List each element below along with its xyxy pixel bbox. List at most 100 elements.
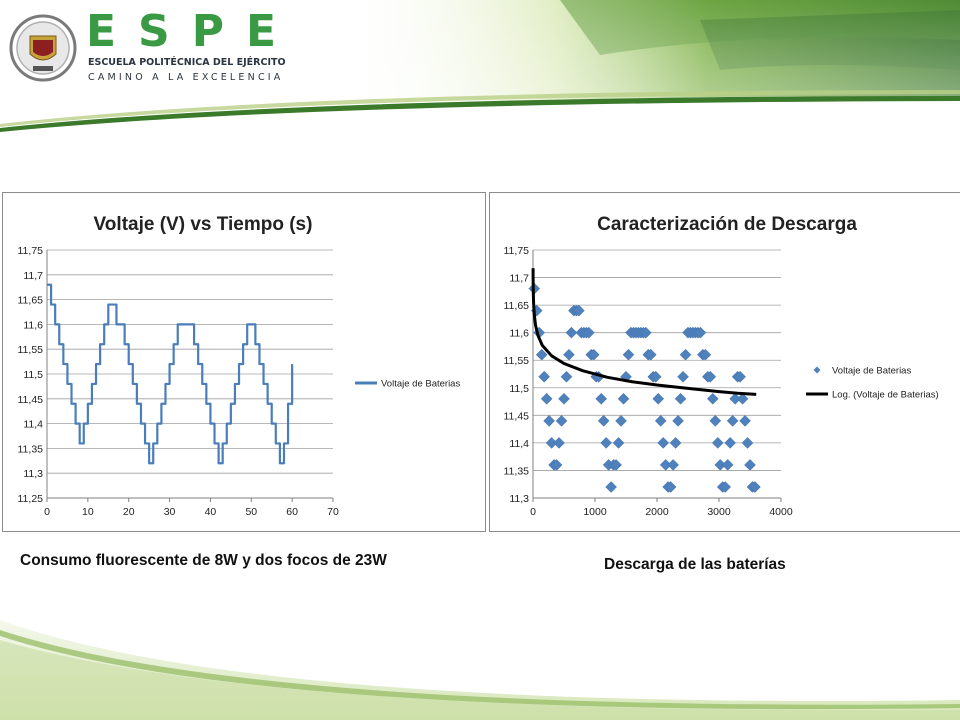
chart-1-data-point [573,304,585,317]
chart-1-data-point [600,437,613,449]
chart-0-ytick-label: 11,45 [18,394,44,406]
brand-logo-text: ESPE [86,6,299,57]
chart-1-data-point [553,437,565,449]
chart-0-xtick-label: 30 [164,506,176,518]
chart-0-xtick-label: 60 [286,506,298,518]
header-graphic [0,0,960,132]
chart-1-xtick-label: 2000 [645,506,669,518]
chart-0-xtick-label: 50 [245,506,257,518]
chart-1-data-point [587,348,600,361]
footer-swoosh [0,620,960,720]
chart-1-data-point [719,481,732,493]
school-name: ESCUELA POLITÉCNICA DEL EJÉRCITO [88,57,286,68]
chart-1-title: Caracterización de Descarga [597,214,857,235]
chart-0-xtick-label: 40 [205,506,217,518]
chart-1-data-point [669,437,682,449]
chart-1-ytick-label: 11,7 [509,273,529,285]
chart-1-legend-label: Voltaje de Baterias [832,366,911,377]
chart-1-data-point [694,326,707,339]
chart-1-data-point [620,370,632,383]
chart-1-legend-swatch [813,366,821,374]
chart-1-ytick-label: 11,45 [504,410,530,422]
chart-1-data-point [649,370,662,383]
chart-1-data-point [726,414,739,427]
chart-1-ytick-label: 11,55 [504,355,530,367]
chart-1-data-point [582,326,595,339]
chart-1-data-point [711,437,724,449]
chart-0-xtick-label: 20 [123,506,135,518]
chart-1-data-point [612,437,625,449]
chart-0-xtick-label: 0 [44,506,50,518]
chart-1-data-point [679,348,692,361]
chart-0-ytick-label: 11,55 [18,344,44,356]
chart-voltage-time-svg: Voltaje (V) vs Tiempo (s) 11,25 11,3 11,35 1… [18,214,461,518]
chart-1-ytick-label: 11,6 [509,328,529,340]
chart-0-ytick-label: 11,65 [18,295,44,307]
chart-1-data-point [704,370,717,383]
chart-1-data-point [657,437,670,449]
chart-1-data-point [749,481,761,493]
chart-1-ytick-label: 11,75 [504,245,530,257]
chart-1-data-point [739,414,751,427]
espe-seal-logo [9,14,77,82]
chart-0-ytick-label: 11,35 [18,443,44,455]
chart-0-title: Voltaje (V) vs Tiempo (s) [94,214,313,235]
chart-voltage-time: Voltaje (V) vs Tiempo (s) 11,25 11,3 11,35 1… [2,192,486,532]
chart-1-data-point [709,414,722,427]
chart-1-data-point [677,370,689,383]
chart-1-data-point [734,370,746,383]
chart-1-data-point [540,392,553,405]
chart-0-ytick-label: 11,5 [23,369,43,381]
chart-1-data-point [674,392,687,405]
chart-1-ytick-label: 11,35 [504,465,530,477]
chart-1-data-point [565,326,578,339]
chart-0-legend-label: Voltaje de Baterias [381,379,460,390]
chart-1-legend-label: Log. (Voltaje de Baterias) [832,390,939,401]
chart-1-data-point [538,370,551,383]
footer-decoration [0,600,960,720]
chart-1-data-point [550,459,563,471]
chart-1-data-point [605,481,617,493]
chart-0-ytick-label: 11,3 [23,468,43,480]
chart-1-xtick-label: 0 [530,506,536,518]
chart-1-data-point [558,392,570,405]
chart-1-data-point [654,414,667,427]
chart-0-xtick-label: 10 [82,506,94,518]
chart-1-data-point [664,481,677,493]
chart-1-ytick-label: 11,4 [509,438,529,450]
chart-1-xtick-label: 1000 [583,506,607,518]
chart-1-data-point [652,392,665,405]
header-banner: ESPE ESCUELA POLITÉCNICA DEL EJÉRCITO CA… [0,0,960,135]
chart-discharge-svg: Caracterización de Descarga 11,3 11,35 11,4… [504,214,939,518]
chart-1-data-point [724,437,737,449]
chart-1-xtick-label: 4000 [769,506,793,518]
chart-1-data-point [560,370,573,383]
chart-0-ytick-label: 11,6 [23,319,43,331]
chart-1-data-point [615,414,627,427]
chart-1-data-point [741,437,754,449]
chart-1-data-point [699,348,712,361]
chart-1-xtick-label: 3000 [707,506,731,518]
chart-1-ytick-label: 11,5 [509,383,529,395]
chart-1-data-point [744,459,756,471]
chart-1-data-point [617,392,630,405]
chart-1-data-point [595,392,608,405]
chart-1-data-point [563,348,575,361]
chart-0-ytick-label: 11,7 [23,270,43,282]
chart-1-data-point [535,348,548,361]
chart-1-series-line-1 [531,268,757,396]
chart-1-data-point [736,392,749,405]
chart-1-data-point [721,459,734,471]
chart-1-data-point [672,414,684,427]
chart-1-data-point [667,459,679,471]
chart-1-data-point [622,348,635,361]
header-swoosh [0,96,960,132]
chart-1-ytick-label: 11,65 [504,300,530,312]
chart-0-series-line-0 [47,283,294,465]
chart-1-data-point [706,392,719,405]
chart-1-data-point [555,414,568,427]
chart-1-data-point [543,414,555,427]
chart-1-ytick-label: 11,3 [509,493,529,505]
chart-discharge: Caracterización de Descarga 11,3 11,35 11,4… [489,192,960,532]
caption-right: Descarga de las baterías [604,556,786,573]
